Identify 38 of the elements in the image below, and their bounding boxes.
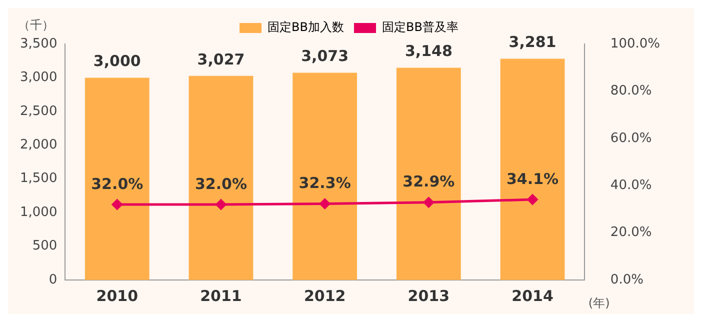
data-label: 3,027 xyxy=(197,50,245,68)
y2-tick-label: 0.0% xyxy=(610,272,644,288)
y2-tick-label: 20.0% xyxy=(610,225,652,240)
bar xyxy=(292,72,358,280)
data-label: 32.0% xyxy=(91,174,144,193)
data-label: 32.9% xyxy=(402,172,455,191)
bar xyxy=(84,78,150,280)
x-tick-label: 2011 xyxy=(200,286,242,305)
y2-tick-label: 80.0% xyxy=(610,84,652,99)
data-label: 3,000 xyxy=(93,52,141,70)
data-label: 34.1% xyxy=(506,170,559,188)
data-label: 3,281 xyxy=(508,33,556,52)
y-tick-label: 0 xyxy=(48,272,58,288)
x-tick-label: 2013 xyxy=(408,286,450,305)
bar xyxy=(188,76,254,280)
y-tick-label: 3,500 xyxy=(20,36,58,52)
y-tick-label: 1,500 xyxy=(20,171,58,186)
y2-tick-label: 40.0% xyxy=(610,178,652,193)
x-tick-label: 2010 xyxy=(96,286,138,305)
x-tick-label: 2012 xyxy=(304,286,346,305)
y-tick-label: 2,000 xyxy=(20,138,58,153)
data-label: 3,073 xyxy=(301,47,349,66)
bar xyxy=(396,68,461,280)
data-label: 32.0% xyxy=(194,174,248,193)
y-tick-label: 2,500 xyxy=(20,104,58,119)
legend-label: 固定BB加入数 xyxy=(268,20,344,34)
bar xyxy=(500,58,565,280)
legend-label: 固定BB普及率 xyxy=(382,20,458,34)
data-label: 3,148 xyxy=(404,42,452,60)
y2-tick-label: 60.0% xyxy=(610,130,652,146)
x-tick-label: 2014 xyxy=(512,286,554,305)
y-tick-label: 3,000 xyxy=(20,70,58,86)
y-axis-title: （千） xyxy=(18,18,54,32)
y2-tick-label: 100.0% xyxy=(610,36,660,52)
y-tick-label: 500 xyxy=(32,238,58,254)
x-axis-title: (年) xyxy=(588,296,610,310)
y-tick-label: 1,000 xyxy=(20,204,58,220)
data-label: 32.3% xyxy=(298,174,351,192)
